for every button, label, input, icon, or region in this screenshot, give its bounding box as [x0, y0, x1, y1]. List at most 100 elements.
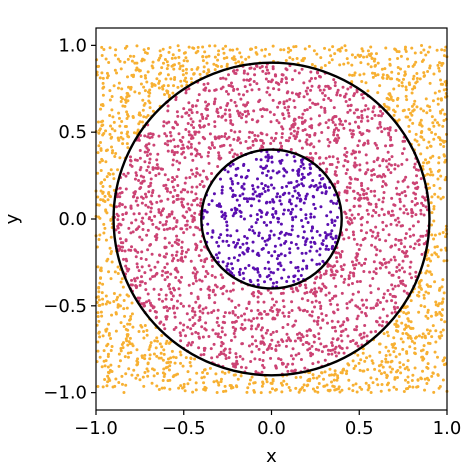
scatter-point	[420, 252, 424, 256]
scatter-point	[395, 223, 399, 227]
scatter-point	[376, 91, 380, 95]
scatter-point	[238, 51, 242, 55]
scatter-point	[434, 340, 438, 344]
scatter-point	[110, 344, 114, 348]
scatter-point	[274, 387, 278, 391]
scatter-point	[352, 73, 356, 77]
scatter-point	[280, 158, 284, 162]
scatter-point	[332, 311, 336, 315]
scatter-point	[404, 85, 408, 89]
scatter-point	[249, 280, 253, 284]
scatter-point	[164, 222, 168, 226]
scatter-point	[251, 184, 255, 188]
scatter-point	[207, 89, 211, 93]
scatter-point	[397, 247, 401, 251]
scatter-point	[201, 135, 205, 139]
scatter-point	[141, 228, 145, 232]
scatter-point	[441, 278, 445, 282]
scatter-point	[175, 150, 179, 154]
scatter-point	[328, 140, 332, 144]
scatter-point	[390, 367, 394, 371]
scatter-point	[100, 71, 104, 75]
scatter-point	[245, 241, 249, 245]
scatter-point	[270, 78, 274, 82]
scatter-point	[163, 173, 167, 177]
scatter-point	[127, 135, 131, 139]
scatter-point	[389, 138, 393, 142]
scatter-point	[264, 72, 268, 76]
scatter-point	[260, 192, 264, 196]
scatter-point	[388, 57, 392, 61]
scatter-point	[433, 280, 437, 284]
scatter-point	[297, 173, 301, 177]
scatter-point	[337, 344, 341, 348]
scatter-point	[144, 212, 148, 216]
scatter-point	[431, 99, 435, 103]
scatter-point	[130, 373, 134, 377]
scatter-point	[359, 229, 363, 233]
scatter-point	[358, 368, 362, 372]
scatter-point	[145, 80, 149, 84]
scatter-point	[184, 88, 188, 92]
scatter-point	[166, 143, 170, 147]
scatter-point	[149, 206, 153, 210]
scatter-point	[212, 342, 216, 346]
scatter-point	[213, 44, 217, 48]
scatter-point	[370, 214, 374, 218]
scatter-point	[329, 302, 333, 306]
scatter-point	[288, 251, 292, 255]
scatter-point	[180, 249, 184, 253]
scatter-point	[379, 109, 383, 113]
scatter-point	[403, 47, 407, 51]
scatter-point	[196, 297, 200, 301]
scatter-point	[181, 73, 185, 77]
scatter-point	[126, 351, 130, 355]
scatter-point	[378, 164, 382, 168]
scatter-point	[399, 67, 403, 71]
scatter-point	[133, 279, 137, 283]
scatter-point	[424, 97, 428, 101]
scatter-point	[312, 215, 316, 219]
scatter-point	[290, 228, 294, 232]
scatter-point	[332, 130, 336, 134]
scatter-point	[157, 293, 161, 297]
scatter-point	[256, 300, 260, 304]
scatter-point	[333, 170, 337, 174]
scatter-point	[258, 66, 262, 70]
scatter-point	[170, 56, 174, 60]
scatter-point	[219, 377, 223, 381]
scatter-point	[164, 305, 168, 309]
scatter-point	[257, 87, 261, 91]
scatter-point	[137, 122, 141, 126]
scatter-point	[121, 142, 125, 146]
scatter-point	[291, 194, 295, 198]
scatter-point	[260, 132, 264, 136]
scatter-point	[269, 270, 273, 274]
scatter-point	[414, 275, 418, 279]
scatter-point	[376, 146, 380, 150]
scatter-point	[228, 164, 232, 168]
scatter-point	[216, 308, 220, 312]
scatter-point	[256, 177, 259, 181]
scatter-point	[119, 245, 123, 249]
scatter-point	[376, 61, 380, 65]
scatter-point	[296, 170, 300, 174]
scatter-point	[194, 174, 198, 178]
scatter-point	[126, 113, 130, 117]
scatter-point	[251, 229, 255, 233]
scatter-point	[334, 294, 338, 298]
scatter-point	[283, 241, 287, 245]
scatter-point	[166, 139, 170, 143]
scatter-point	[380, 360, 384, 364]
scatter-point	[131, 115, 135, 119]
scatter-point	[98, 303, 102, 307]
scatter-point	[415, 174, 419, 178]
scatter-point	[285, 339, 289, 343]
scatter-point	[234, 104, 238, 108]
scatter-point	[165, 252, 169, 256]
scatter-point	[132, 368, 136, 372]
scatter-point	[119, 321, 123, 325]
scatter-point	[399, 371, 403, 375]
scatter-point	[324, 247, 328, 251]
scatter-point	[301, 259, 305, 263]
